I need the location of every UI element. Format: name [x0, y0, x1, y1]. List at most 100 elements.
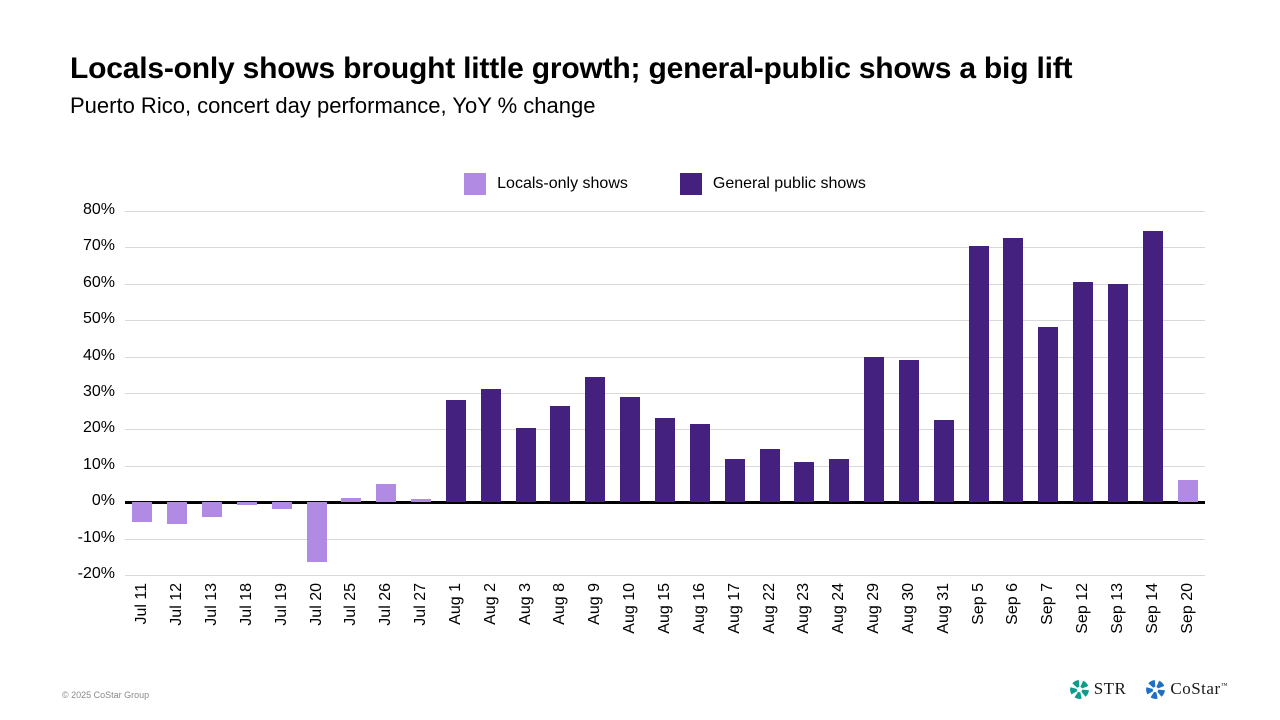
gridline [125, 283, 1205, 285]
x-axis-label: Aug 15 [656, 583, 673, 634]
chart-legend: Locals-only shows General public shows [125, 173, 1205, 195]
bar [864, 356, 885, 503]
gridline [125, 211, 1205, 212]
x-axis-label: Jul 11 [133, 583, 151, 625]
x-axis-label: Aug 3 [516, 583, 534, 625]
bar [515, 427, 536, 503]
x-axis-label: Jul 27 [412, 583, 430, 626]
legend-item-locals-only-shows: Locals-only shows [464, 173, 628, 195]
legend-item-general-public-shows: General public shows [679, 173, 866, 195]
x-axis-label: Aug 16 [690, 583, 708, 634]
legend-label-general: General public shows [712, 175, 866, 192]
x-axis-label: Aug 23 [795, 583, 813, 634]
bar [585, 376, 606, 503]
x-axis-label: Aug 8 [551, 583, 569, 625]
x-axis-label: Sep 6 [1004, 583, 1022, 625]
bar [1038, 327, 1059, 503]
x-axis-label: Aug 22 [760, 583, 778, 634]
costar-pinwheel-icon [1146, 679, 1166, 699]
x-axis-label: Sep 14 [1143, 583, 1161, 634]
bar [341, 497, 362, 503]
bar [480, 389, 501, 503]
bar [1073, 281, 1094, 503]
str-logo: STR [1069, 679, 1127, 699]
bar [968, 245, 989, 503]
chart-subtitle: Puerto Rico, concert day performance, Yo… [70, 93, 596, 118]
x-axis-label: Jul 12 [168, 583, 186, 626]
bar [655, 418, 675, 503]
bar [620, 396, 641, 503]
y-axis-label: 60% [82, 273, 115, 291]
bar [236, 502, 257, 505]
bar [794, 462, 815, 503]
bar [933, 420, 954, 503]
x-axis-label: Aug 2 [481, 583, 499, 625]
bar [724, 458, 745, 503]
y-axis-label: 20% [82, 419, 115, 437]
bar [132, 502, 153, 523]
legend-swatch-locals-icon [464, 173, 487, 195]
y-axis-label: 50% [82, 310, 115, 328]
costar-logo: CoStar™ [1146, 679, 1228, 699]
x-axis-label: Aug 24 [830, 583, 848, 634]
bar [167, 502, 188, 525]
bar [445, 400, 466, 503]
x-axis-label: Aug 10 [621, 583, 639, 634]
bar [1142, 231, 1163, 503]
gridline [125, 575, 1205, 576]
x-axis-label: Sep 12 [1074, 583, 1092, 634]
zero-baseline [125, 500, 1205, 504]
bar [411, 499, 432, 503]
bar [829, 458, 850, 503]
x-axis-label: Jul 13 [203, 583, 221, 626]
y-axis-label: -10% [77, 528, 115, 546]
bar [271, 502, 292, 510]
y-axis-label: 80% [82, 201, 115, 218]
bar [202, 502, 223, 517]
legend-label-locals: Locals-only shows [497, 175, 628, 192]
bar [759, 449, 780, 503]
y-axis-label: 40% [82, 346, 115, 364]
costar-logo-text: CoStar™ [1170, 679, 1228, 698]
gridline [125, 393, 1205, 394]
gridline [125, 356, 1205, 358]
copyright-text: © 2025 CoStar Group [62, 690, 150, 700]
x-axis-label: Sep 20 [1178, 583, 1196, 634]
y-axis-label: 30% [82, 383, 115, 400]
legend-swatch-general-icon [679, 173, 702, 195]
x-axis-label: Sep 7 [1039, 583, 1057, 625]
x-axis-label: Aug 17 [725, 583, 743, 634]
x-axis-label: Aug 9 [586, 583, 604, 625]
bar [376, 484, 397, 503]
bar [1003, 238, 1024, 503]
gridline [125, 247, 1205, 249]
bar [1177, 480, 1198, 503]
bar [550, 405, 571, 503]
y-axis-label: 0% [91, 492, 115, 510]
x-axis-label: Jul 18 [237, 583, 255, 626]
x-axis-label: Jul 20 [307, 583, 325, 626]
x-axis-label: Jul 25 [342, 583, 360, 626]
x-axis-label: Aug 29 [865, 583, 883, 634]
x-axis-label: Aug 1 [446, 583, 464, 625]
x-axis-label: Aug 30 [899, 583, 917, 634]
gridline [125, 538, 1205, 540]
footer-logos: STR CoStar™ [1069, 679, 1228, 699]
bar [898, 360, 919, 503]
str-pinwheel-icon [1069, 679, 1089, 699]
x-axis-label: Jul 26 [377, 583, 395, 626]
y-axis-label: 10% [82, 455, 115, 473]
bar [1107, 283, 1128, 503]
x-axis-label: Sep 5 [969, 583, 987, 625]
trademark-symbol: ™ [1220, 681, 1228, 690]
y-axis-label: -20% [77, 565, 115, 582]
bar [689, 423, 710, 503]
chart-title: Locals-only shows brought little growth;… [70, 52, 1073, 85]
x-axis-label: Aug 31 [934, 583, 952, 634]
y-axis-label: 70% [82, 237, 115, 255]
x-axis-label: Sep 13 [1108, 583, 1126, 634]
x-axis-label: Jul 19 [272, 583, 290, 626]
gridline [125, 320, 1205, 322]
bar [306, 502, 327, 563]
